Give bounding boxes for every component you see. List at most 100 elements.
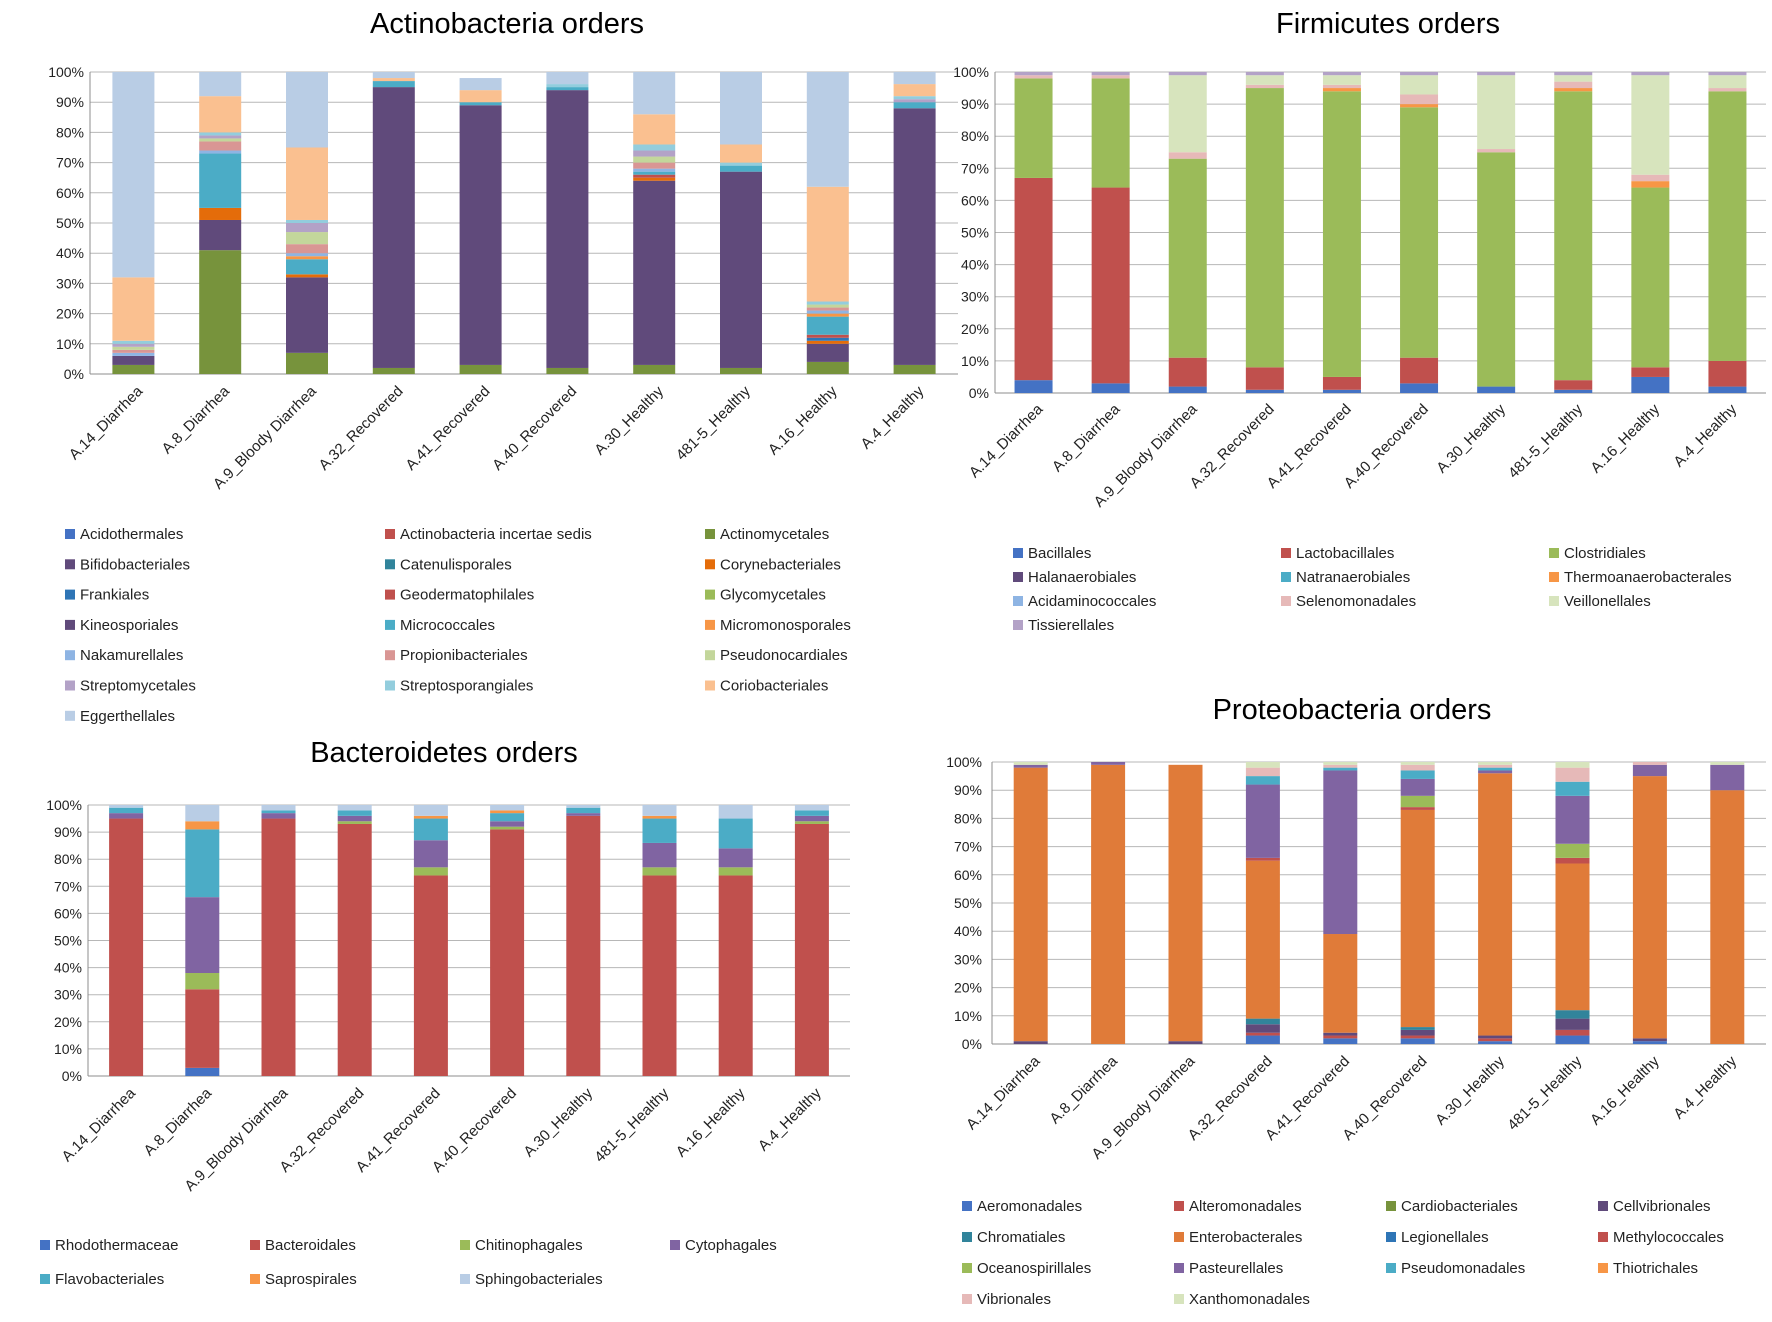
legend-label: Rhodothermaceae <box>55 1237 178 1254</box>
y-tick-label: 0% <box>962 1036 982 1052</box>
legend-swatch <box>65 589 75 600</box>
y-tick-label: 40% <box>54 960 82 976</box>
y-tick-label: 80% <box>961 128 989 144</box>
legend-swatch <box>1281 572 1291 582</box>
y-tick-label: 70% <box>54 878 82 894</box>
legend-swatch <box>460 1274 470 1284</box>
bar-segment <box>199 72 242 97</box>
bar-segment <box>490 805 525 811</box>
bar-segment <box>1631 181 1670 188</box>
bar-segment <box>372 81 415 88</box>
bar-segment <box>806 340 849 344</box>
legend-swatch <box>962 1232 972 1242</box>
x-tick-label: A.16_Healthy <box>765 382 841 458</box>
bar-segment <box>1323 1035 1358 1039</box>
bar-segment <box>261 813 296 819</box>
bar-segment <box>1323 767 1358 771</box>
chart-proteo: Proteobacteria orders 0% 10% 20% 30% 40% 50% 60… <box>946 694 1766 1308</box>
bar-segment <box>633 364 676 374</box>
bar-segment <box>893 364 936 374</box>
x-tick-label: A.16_Healthy <box>1587 1052 1663 1128</box>
legend-swatch <box>1598 1201 1608 1211</box>
bar-segment <box>337 805 372 811</box>
bar-segment <box>1555 863 1590 1011</box>
bar-segment <box>1708 91 1747 361</box>
bar-segment <box>1245 88 1284 368</box>
bar-segment <box>199 207 242 220</box>
bar-segment <box>112 346 155 350</box>
legend-swatch <box>705 559 715 570</box>
bar-segment <box>720 171 762 368</box>
bar-segment <box>1245 367 1284 390</box>
bar-segment <box>1554 75 1593 82</box>
bar-segment <box>1554 91 1593 381</box>
legend-swatch <box>705 680 715 691</box>
bar-segment <box>286 223 328 233</box>
bar-segment <box>1555 857 1590 864</box>
bar-segment <box>1322 75 1361 85</box>
bar-segment <box>1478 1041 1513 1044</box>
bar-segment <box>1554 72 1593 76</box>
y-tick-label: 80% <box>954 810 982 826</box>
bar-segment <box>1014 72 1053 76</box>
legend-swatch <box>1174 1294 1184 1304</box>
legend-label: Thermoanaerobacterales <box>1564 569 1732 586</box>
bar-segment <box>566 807 601 814</box>
bar-segment <box>199 132 242 136</box>
bar-segment <box>112 277 155 341</box>
bar-segment <box>1478 773 1513 1036</box>
legend-label: Glycomycetales <box>720 587 826 604</box>
bar-segment <box>337 821 372 824</box>
legend-swatch <box>65 680 75 691</box>
bar-segment <box>633 168 676 172</box>
bar-segment <box>112 349 155 353</box>
bar-segment <box>286 256 328 260</box>
y-tick-label: 100% <box>953 64 989 80</box>
bar-segment <box>459 105 502 365</box>
legend-label: Sphingobacteriales <box>475 1271 603 1288</box>
bar-segment <box>1013 767 1048 1042</box>
y-tick-label: 20% <box>961 321 989 337</box>
bar-segment <box>286 274 328 278</box>
legend-label: Pasteurellales <box>1189 1260 1283 1277</box>
bar-segment <box>1322 91 1361 377</box>
bar-segment <box>1400 94 1439 105</box>
legend-label: Legionellales <box>1401 1229 1489 1246</box>
bar-segment <box>1400 1038 1435 1044</box>
bar-segment <box>893 102 936 109</box>
bar-segment <box>642 842 677 868</box>
bar-segment <box>1400 1027 1435 1030</box>
bar-segment <box>1477 149 1516 153</box>
x-tick-label: A.14_Diarrhea <box>59 1084 140 1165</box>
bar-segment <box>112 340 155 344</box>
bar-segment <box>1555 767 1590 782</box>
bar-segment <box>112 72 155 278</box>
x-tick-label: A.4_Healthy <box>755 1084 825 1154</box>
bar-segment <box>1323 762 1358 765</box>
bar-segment <box>1091 78 1130 188</box>
y-tick-label: 80% <box>54 851 82 867</box>
y-tick-label: 40% <box>56 245 84 261</box>
bar-segment <box>633 171 676 175</box>
x-tick-label: A.8_Diarrhea <box>1049 400 1124 475</box>
bar-segment <box>794 810 829 816</box>
bar-segment <box>1632 776 1667 1039</box>
bar-segment <box>1631 187 1670 368</box>
legend-label: Xanthomonadales <box>1189 1291 1310 1308</box>
legend-label: Lactobacillales <box>1296 545 1394 562</box>
y-tick-label: 50% <box>56 215 84 231</box>
bar-segment <box>806 307 849 311</box>
bar-segment <box>1400 72 1439 76</box>
legend-swatch <box>1386 1232 1396 1242</box>
bar-segment <box>1400 75 1439 95</box>
bar-segment <box>642 818 677 843</box>
bar-segment <box>633 162 676 169</box>
bar-segment <box>1014 177 1053 381</box>
bar-segment <box>1168 72 1207 76</box>
bar-segment <box>720 165 762 172</box>
bar-segment <box>1555 795 1590 844</box>
bar-segment <box>806 337 849 341</box>
chart-title: Bacteroidetes orders <box>310 737 578 769</box>
bar-segment <box>893 108 936 365</box>
